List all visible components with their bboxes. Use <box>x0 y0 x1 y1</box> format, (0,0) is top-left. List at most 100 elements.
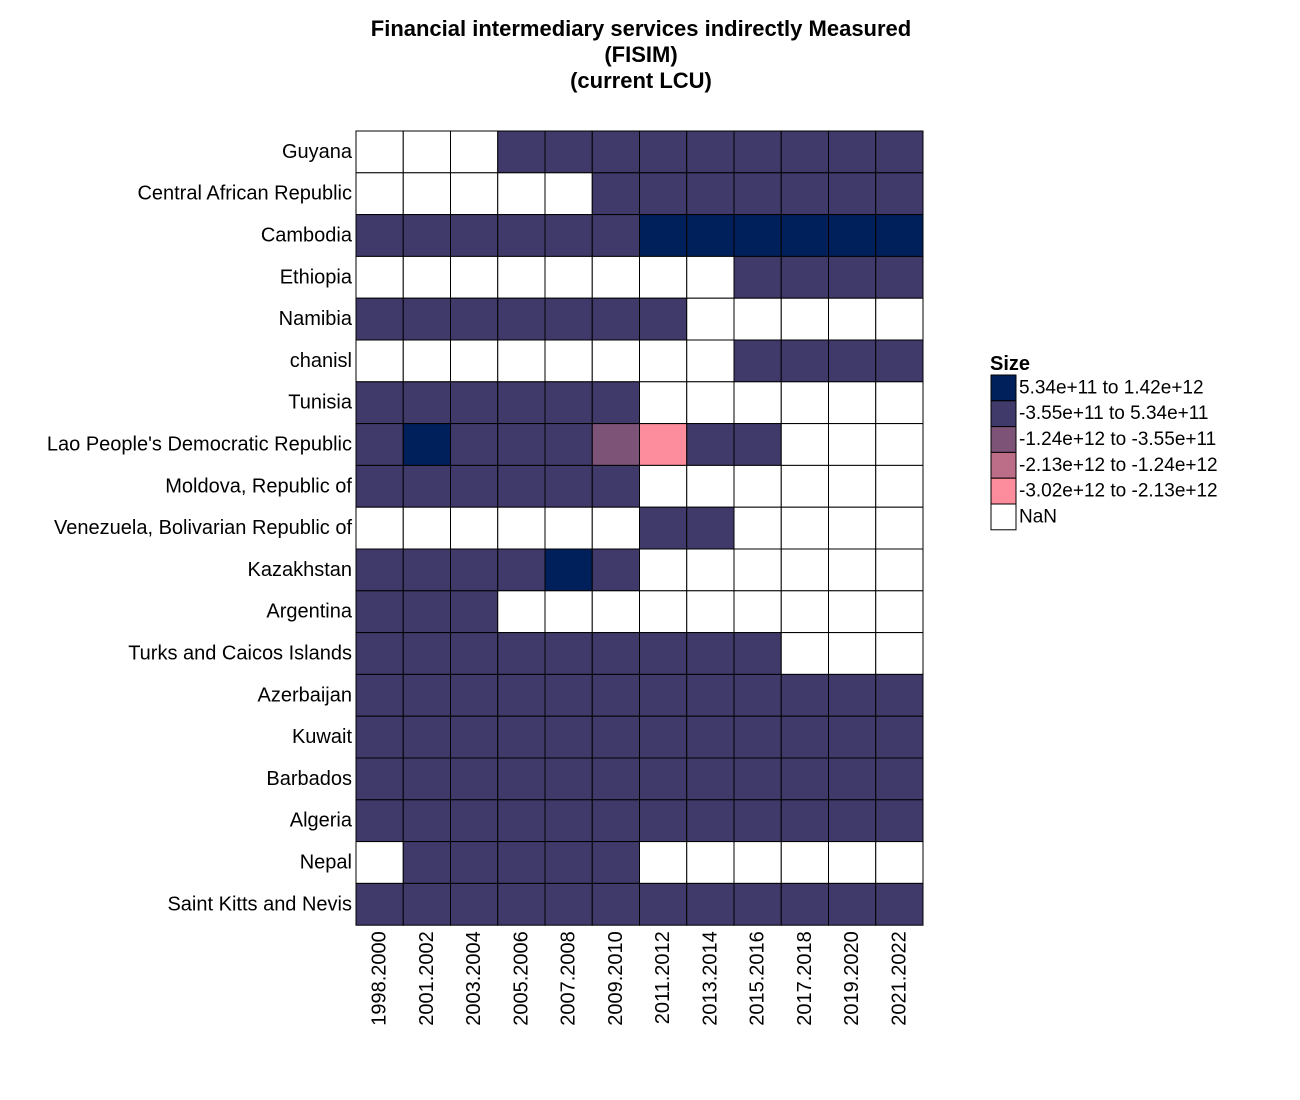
heatmap-cell-kazakhstan-2019-2020 <box>828 548 877 592</box>
heatmap-cell-barbados-2005-2006 <box>497 757 546 801</box>
heatmap-cell-central-african-republic-2017-2018 <box>780 172 829 216</box>
heatmap-cell-namibia-2009-2010 <box>591 297 640 341</box>
heatmap-cell-turks-and-caicos-islands-2005-2006 <box>497 632 546 675</box>
heatmap-cell-kazakhstan-2017-2018 <box>780 548 829 592</box>
heatmap-cell-kuwait-2001-2002 <box>402 715 451 759</box>
heatmap-cell-nepal-2003-2004 <box>450 841 499 884</box>
heatmap-cell-moldova-republic-of-2011-2012 <box>639 464 688 508</box>
heatmap-cell-central-african-republic-2019-2020 <box>828 172 877 216</box>
heatmap-cell-namibia-2011-2012 <box>639 297 688 341</box>
heatmap-cell-moldova-republic-of-2005-2006 <box>497 464 546 508</box>
heatmap-cell-kazakhstan-2005-2006 <box>497 548 546 592</box>
column-label-2005-2006: 2005.2006 <box>510 931 532 1026</box>
heatmap-cell-algeria-2001-2002 <box>402 799 451 843</box>
heatmap-cell-azerbaijan-2017-2018 <box>780 673 829 717</box>
heatmap-cell-cambodia-2001-2002 <box>402 214 451 257</box>
heatmap-cell-ethiopia-2007-2008 <box>544 255 593 299</box>
heatmap-cell-cambodia-2017-2018 <box>780 214 829 257</box>
heatmap-cell-chanisl-2007-2008 <box>544 339 593 383</box>
heatmap-cell-cambodia-2003-2004 <box>450 214 499 257</box>
heatmap-cell-nepal-2019-2020 <box>828 841 877 884</box>
heatmap-cell-central-african-republic-2007-2008 <box>544 172 593 216</box>
heatmap-cell-namibia-2007-2008 <box>544 297 593 341</box>
heatmap-cell-kuwait-2017-2018 <box>780 715 829 759</box>
heatmap-cell-tunisia-2005-2006 <box>497 381 546 425</box>
heatmap-cell-guyana-2003-2004 <box>450 130 499 174</box>
column-label-1998-2000: 1998.2000 <box>369 931 391 1026</box>
row-label-lao-people-s-democratic-republic: Lao People's Democratic Republic <box>47 434 352 456</box>
heatmap-cell-kazakhstan-2003-2004 <box>450 548 499 592</box>
heatmap-cell-kuwait-2019-2020 <box>828 715 877 759</box>
heatmap-cell-central-african-republic-2013-2014 <box>686 172 735 216</box>
heatmap-cell-kuwait-2003-2004 <box>450 715 499 759</box>
heatmap-cell-barbados-2001-2002 <box>402 757 451 801</box>
heatmap-cell-argentina-1998-2000 <box>355 590 404 634</box>
heatmap-cell-barbados-2021-2022 <box>875 757 924 801</box>
heatmap-cell-moldova-republic-of-2007-2008 <box>544 464 593 508</box>
heatmap-cell-turks-and-caicos-islands-2017-2018 <box>780 632 829 675</box>
legend-label-4: -3.02e+12 to -2.13e+12 <box>1019 481 1218 502</box>
heatmap-cell-azerbaijan-1998-2000 <box>355 673 404 717</box>
heatmap-cells <box>355 130 924 926</box>
heatmap-cell-algeria-2015-2016 <box>733 799 782 843</box>
row-labels: Guyana Central African Republic Cambodia Et… <box>47 141 353 915</box>
column-label-2017-2018: 2017.2018 <box>794 931 816 1026</box>
heatmap-cell-lao-people-s-democratic-republic-2007-2008 <box>544 423 593 466</box>
heatmap-cell-ethiopia-2019-2020 <box>828 255 877 299</box>
heatmap-cell-ethiopia-2015-2016 <box>733 255 782 299</box>
heatmap-cell-algeria-2021-2022 <box>875 799 924 843</box>
heatmap-cell-moldova-republic-of-2013-2014 <box>686 464 735 508</box>
row-label-moldova-republic-of: Moldova, Republic of <box>165 475 352 497</box>
legend: Size 5.34e+11 to 1.42e+12 -3.55e+11 to 5.… <box>990 353 1218 531</box>
heatmap-cell-venezuela-bolivarian-republic-of-2001-2002 <box>402 506 451 550</box>
row-label-central-african-republic: Central African Republic <box>137 183 352 205</box>
heatmap-cell-namibia-2001-2002 <box>402 297 451 341</box>
heatmap-cell-venezuela-bolivarian-republic-of-2003-2004 <box>450 506 499 550</box>
heatmap-cell-ethiopia-2011-2012 <box>639 255 688 299</box>
heatmap-cell-argentina-2013-2014 <box>686 590 735 634</box>
heatmap-cell-barbados-2011-2012 <box>639 757 688 801</box>
legend-swatch-4 <box>990 477 1017 505</box>
heatmap-cell-tunisia-2015-2016 <box>733 381 782 425</box>
legend-label-1: -3.55e+11 to 5.34e+11 <box>1019 403 1208 424</box>
heatmap-cell-lao-people-s-democratic-republic-2009-2010 <box>591 423 640 466</box>
heatmap-cell-azerbaijan-2003-2004 <box>450 673 499 717</box>
heatmap-cell-kuwait-2015-2016 <box>733 715 782 759</box>
heatmap-cell-ethiopia-2009-2010 <box>591 255 640 299</box>
heatmap-cell-tunisia-2001-2002 <box>402 381 451 425</box>
row-label-nepal: Nepal <box>300 852 352 874</box>
legend-swatch-0 <box>990 374 1017 402</box>
heatmap-cell-turks-and-caicos-islands-2013-2014 <box>686 632 735 675</box>
heatmap-cell-azerbaijan-2007-2008 <box>544 673 593 717</box>
heatmap-cell-argentina-2011-2012 <box>639 590 688 634</box>
heatmap-cell-venezuela-bolivarian-republic-of-2005-2006 <box>497 506 546 550</box>
heatmap-cell-central-african-republic-1998-2000 <box>355 172 404 216</box>
heatmap-cell-kuwait-2009-2010 <box>591 715 640 759</box>
heatmap-cell-guyana-2021-2022 <box>875 130 924 174</box>
heatmap-cell-kuwait-2005-2006 <box>497 715 546 759</box>
heatmap-cell-tunisia-2011-2012 <box>639 381 688 425</box>
heatmap-cell-turks-and-caicos-islands-2019-2020 <box>828 632 877 675</box>
heatmap-cell-kazakhstan-2007-2008 <box>544 548 593 592</box>
row-label-kazakhstan: Kazakhstan <box>247 559 352 581</box>
heatmap-cell-guyana-2009-2010 <box>591 130 640 174</box>
heatmap-cell-namibia-2017-2018 <box>780 297 829 341</box>
heatmap-cell-kuwait-1998-2000 <box>355 715 404 759</box>
row-label-argentina: Argentina <box>266 601 352 623</box>
chart-title: Financial intermediary services indirect… <box>371 16 911 93</box>
column-label-2019-2020: 2019.2020 <box>841 931 863 1026</box>
heatmap-cell-nepal-2009-2010 <box>591 841 640 884</box>
heatmap-cell-venezuela-bolivarian-republic-of-2013-2014 <box>686 506 735 550</box>
heatmap-cell-namibia-2019-2020 <box>828 297 877 341</box>
heatmap-cell-venezuela-bolivarian-republic-of-2021-2022 <box>875 506 924 550</box>
heatmap-cell-namibia-2005-2006 <box>497 297 546 341</box>
heatmap-cell-cambodia-2007-2008 <box>544 214 593 257</box>
heatmap-cell-tunisia-2009-2010 <box>591 381 640 425</box>
heatmap-cell-azerbaijan-2011-2012 <box>639 673 688 717</box>
chart-title-line-3: (current LCU) <box>570 68 712 93</box>
heatmap-cell-moldova-republic-of-2003-2004 <box>450 464 499 508</box>
column-label-2003-2004: 2003.2004 <box>463 931 485 1026</box>
heatmap-cell-chanisl-2017-2018 <box>780 339 829 383</box>
legend-swatch-1 <box>990 400 1017 428</box>
heatmap-cell-turks-and-caicos-islands-2001-2002 <box>402 632 451 675</box>
